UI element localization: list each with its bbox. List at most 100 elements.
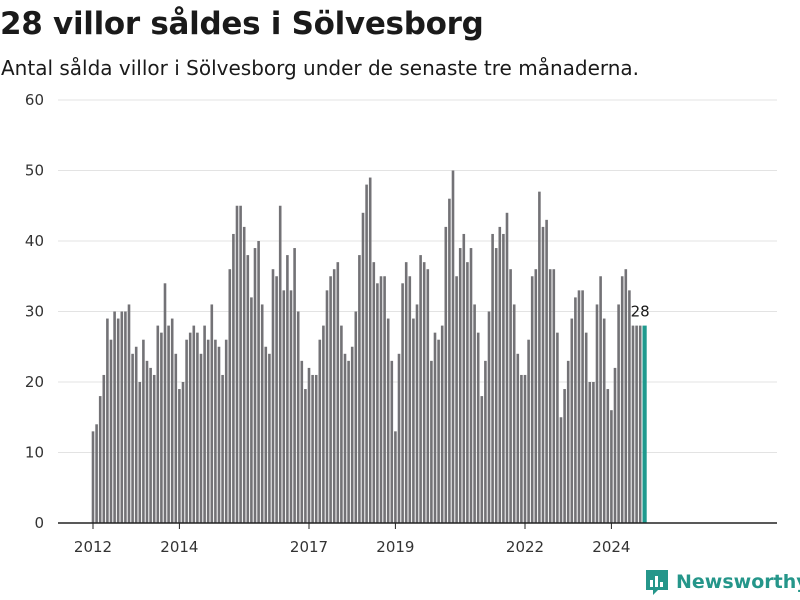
bar	[98, 396, 102, 523]
bar	[480, 396, 484, 523]
bar	[408, 276, 412, 523]
bar	[329, 276, 332, 523]
bar	[602, 318, 606, 523]
bar	[250, 297, 253, 523]
bar	[390, 360, 394, 523]
bar	[214, 339, 217, 523]
bar	[624, 269, 628, 523]
bar	[347, 360, 350, 523]
bar	[224, 339, 228, 523]
bar	[635, 325, 638, 523]
bar	[516, 353, 520, 523]
bar	[383, 276, 386, 523]
bar	[548, 269, 552, 523]
bar	[322, 325, 325, 523]
bar	[430, 360, 433, 523]
bar	[588, 382, 592, 523]
bar	[109, 339, 113, 523]
bar	[530, 276, 534, 523]
bar	[394, 431, 397, 523]
bar	[386, 318, 390, 523]
bar	[523, 374, 527, 523]
highlighted-bar	[642, 325, 647, 523]
y-tick-label: 50	[25, 162, 44, 180]
bar	[617, 304, 620, 523]
x-axis	[58, 522, 777, 529]
x-tick-label: 2022	[506, 538, 544, 556]
bar	[138, 382, 142, 523]
bar	[286, 255, 289, 523]
bar	[462, 233, 466, 523]
bar	[91, 431, 95, 523]
bar	[613, 367, 617, 523]
bar	[422, 262, 426, 523]
x-axis-labels: 2012 2014 2017 2019 2022 2024	[74, 538, 631, 556]
bars	[91, 170, 647, 524]
bar	[242, 226, 246, 523]
bar	[570, 318, 574, 523]
bar	[361, 212, 365, 524]
bar	[584, 332, 588, 523]
bar	[188, 332, 192, 523]
x-tick-label: 2019	[376, 538, 414, 556]
bar	[156, 325, 160, 523]
bar	[307, 367, 311, 523]
bar	[541, 226, 545, 523]
chart-title: 28 villor såldes i Sölvesborg	[0, 6, 484, 42]
bar	[437, 339, 440, 523]
bar	[527, 339, 530, 523]
bar	[343, 353, 347, 523]
bar	[196, 332, 199, 523]
bar	[444, 226, 448, 523]
bar	[552, 269, 556, 523]
bar	[372, 262, 376, 523]
bar	[556, 332, 559, 523]
bar	[512, 304, 516, 523]
bar	[282, 290, 286, 523]
bar	[257, 241, 260, 523]
bar	[638, 325, 642, 523]
bar	[502, 233, 505, 523]
bar	[289, 290, 293, 523]
bar	[458, 248, 462, 524]
bar	[192, 325, 196, 523]
bar	[538, 191, 541, 523]
chart-subtitle: Antal sålda villor i Sölvesborg under de…	[1, 56, 640, 80]
bar	[620, 276, 624, 523]
bar	[606, 389, 610, 523]
x-tick-label: 2024	[592, 538, 630, 556]
bar	[178, 389, 181, 523]
bar	[534, 269, 538, 523]
bar	[163, 283, 167, 523]
bar	[206, 339, 210, 523]
bar	[160, 332, 163, 523]
bar	[631, 325, 635, 523]
bar	[404, 262, 408, 523]
bar	[264, 346, 268, 523]
bar	[358, 255, 361, 523]
bar	[509, 269, 512, 523]
bar	[116, 318, 120, 523]
bar	[455, 276, 458, 523]
bar	[368, 177, 372, 524]
bar	[253, 248, 257, 524]
bar	[487, 311, 491, 523]
newsworthy-brand: Newsworthy	[644, 568, 800, 596]
bar	[127, 304, 131, 523]
bar	[448, 198, 451, 523]
last-value-label: 28	[631, 303, 650, 321]
newsworthy-logo-icon	[646, 570, 668, 595]
bar	[545, 219, 548, 523]
bar	[350, 346, 354, 523]
bar	[106, 318, 109, 523]
brand-name: Newsworthy	[676, 571, 800, 593]
bar	[491, 233, 494, 523]
bar	[559, 417, 563, 523]
y-tick-label: 30	[25, 303, 44, 321]
bar	[174, 353, 178, 523]
bar	[145, 360, 149, 523]
bar	[566, 360, 570, 523]
x-tick-label: 2014	[160, 538, 198, 556]
bar	[440, 325, 444, 523]
bar	[365, 184, 368, 523]
